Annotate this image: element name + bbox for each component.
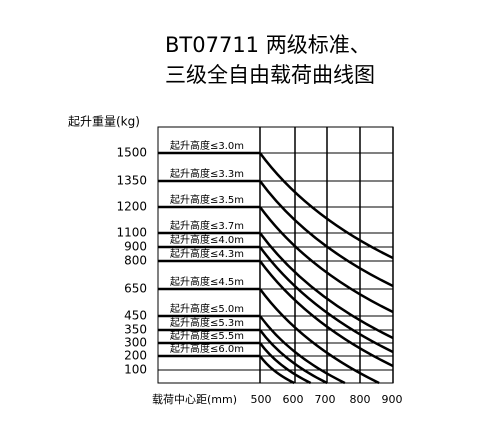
- y-label: 100: [124, 363, 147, 377]
- y-label: 1350: [116, 174, 147, 188]
- y-label: 800: [124, 254, 147, 268]
- load-curve: [258, 342, 312, 385]
- load-curve: [258, 315, 346, 385]
- load-curve: [258, 206, 394, 314]
- y-axis-label: 起升重量(kg): [68, 115, 140, 129]
- height-label: 起升高度≤3.7m: [170, 219, 244, 232]
- y-label: 200: [124, 349, 147, 363]
- load-curve: [258, 246, 394, 354]
- y-label: 900: [124, 240, 147, 254]
- height-label: 起升高度≤4.3m: [170, 247, 244, 260]
- title-line: BT07711 两级标准、: [165, 33, 371, 57]
- load-curve: [258, 288, 380, 385]
- load-curve: [258, 152, 394, 260]
- height-label: 起升高度≤5.3m: [170, 316, 244, 329]
- height-label: 起升高度≤4.0m: [170, 233, 244, 246]
- height-label: 起升高度≤4.5m: [170, 275, 244, 288]
- height-label: 起升高度≤5.0m: [170, 302, 244, 315]
- x-label: 800: [350, 393, 371, 406]
- x-label: 500: [251, 393, 272, 406]
- y-label: 1200: [116, 200, 147, 214]
- x-axis-label: 载荷中心距(mm): [152, 393, 237, 406]
- x-label: 600: [283, 393, 304, 406]
- y-label: 650: [124, 282, 147, 296]
- x-label: 700: [315, 393, 336, 406]
- load-curve: [258, 232, 394, 340]
- height-label: 起升高度≤3.3m: [170, 167, 244, 180]
- load-curve: [258, 329, 328, 385]
- height-label: 起升高度≤3.0m: [170, 139, 244, 152]
- y-label: 350: [124, 323, 147, 337]
- x-label: 900: [382, 393, 403, 406]
- y-label: 1100: [116, 226, 147, 240]
- load-curve: [258, 355, 295, 385]
- title-line: 三级全自由载荷曲线图: [165, 63, 375, 87]
- y-label: 450: [124, 309, 147, 323]
- load-curve: [258, 180, 394, 288]
- load-curve: [258, 260, 394, 368]
- height-label: 起升高度≤5.5m: [170, 329, 244, 342]
- height-label: 起升高度≤3.5m: [170, 193, 244, 206]
- y-label: 300: [124, 336, 147, 350]
- height-label: 起升高度≤6.0m: [170, 342, 244, 355]
- y-label: 1500: [116, 146, 147, 160]
